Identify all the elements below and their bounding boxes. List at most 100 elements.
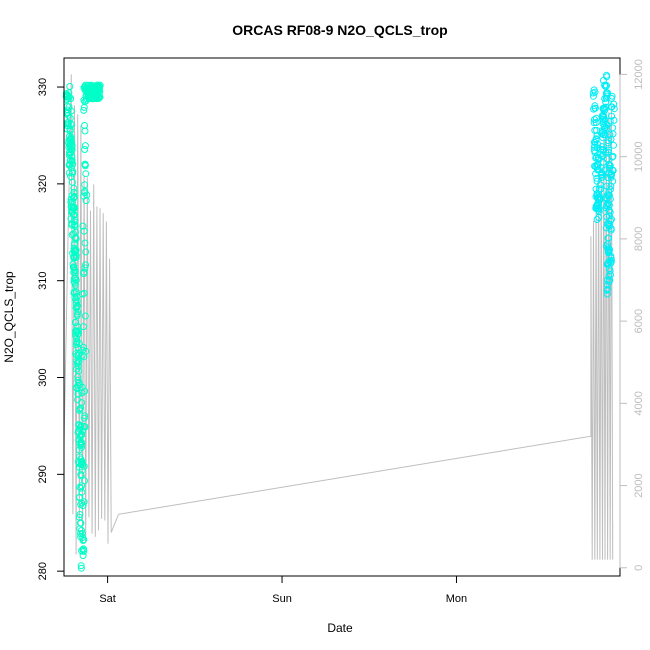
data-point <box>605 265 613 273</box>
data-point <box>75 357 83 365</box>
data-point <box>80 323 87 331</box>
altitude-line <box>63 74 614 560</box>
data-point <box>606 164 614 172</box>
data-point <box>604 285 612 293</box>
data-point <box>96 81 104 89</box>
data-point <box>77 564 85 572</box>
data-point <box>81 162 89 170</box>
data-point <box>74 362 82 370</box>
data-point <box>66 135 74 143</box>
y-axis-right: 0 2000 4000 6000 8000 10000 12000 <box>619 59 645 571</box>
data-point <box>66 83 74 90</box>
data-point <box>590 138 598 146</box>
data-point <box>79 222 87 230</box>
chart-series-layer <box>62 71 618 572</box>
data-point <box>93 94 101 102</box>
data-point <box>81 239 89 247</box>
data-point <box>80 498 88 506</box>
data-point <box>81 142 89 150</box>
data-point <box>80 414 88 422</box>
y-left-tick-label: 330 <box>37 78 49 96</box>
data-point <box>592 135 600 143</box>
data-point <box>78 389 86 397</box>
y-left-tick-label: 300 <box>37 368 49 386</box>
data-point <box>605 146 613 154</box>
data-point <box>73 357 81 365</box>
data-point <box>80 343 87 351</box>
data-point <box>62 90 70 98</box>
data-point <box>80 192 88 200</box>
data-point <box>86 89 94 96</box>
data-point <box>601 95 609 102</box>
data-point <box>607 173 615 181</box>
data-point <box>603 195 611 203</box>
data-point <box>68 221 76 229</box>
data-point <box>606 117 614 125</box>
data-point <box>605 278 613 286</box>
data-point <box>72 341 80 348</box>
data-point <box>75 446 83 454</box>
data-point <box>80 227 88 235</box>
data-point <box>593 163 601 170</box>
data-point <box>609 177 617 185</box>
data-point <box>67 133 75 141</box>
data-point <box>589 92 597 100</box>
y-right-tick-label: 8000 <box>633 227 645 251</box>
data-point <box>81 146 89 153</box>
data-point <box>93 90 101 98</box>
data-point <box>69 208 77 216</box>
data-point <box>606 220 613 228</box>
data-point <box>607 185 614 193</box>
data-point <box>607 135 615 143</box>
data-point <box>80 268 88 276</box>
data-point <box>603 71 610 79</box>
data-point <box>71 269 79 277</box>
data-point <box>72 251 80 259</box>
data-point <box>597 145 605 153</box>
data-point <box>609 124 617 132</box>
data-point <box>592 114 600 122</box>
data-point <box>70 278 78 286</box>
x-tick-label: Sun <box>272 593 292 605</box>
x-axis-label: Date <box>327 621 353 635</box>
data-point <box>593 190 601 198</box>
data-point <box>593 204 601 212</box>
data-point <box>608 215 615 223</box>
data-point <box>80 462 88 470</box>
y-axis-left: 280 290 300 310 320 330 <box>37 78 65 580</box>
data-point <box>75 427 83 435</box>
data-point <box>68 158 76 165</box>
data-point <box>64 120 72 128</box>
data-point <box>78 482 86 490</box>
data-point <box>81 127 89 135</box>
data-point <box>71 293 79 301</box>
data-point <box>605 201 613 209</box>
chart-title: ORCAS RF08-9 N2O_QCLS_trop <box>232 22 447 38</box>
data-point <box>71 204 79 212</box>
data-point <box>591 104 599 112</box>
data-point <box>603 290 611 298</box>
x-axis: Sat Sun Mon <box>99 575 467 605</box>
data-point <box>78 529 86 537</box>
data-point <box>601 105 609 113</box>
data-point <box>590 105 598 113</box>
data-point <box>608 92 616 100</box>
data-point <box>71 221 79 229</box>
data-point <box>68 204 75 212</box>
data-point <box>75 513 83 521</box>
y-left-tick-label: 290 <box>37 465 49 483</box>
data-point <box>591 88 599 96</box>
data-point <box>599 134 607 142</box>
data-point <box>77 404 85 412</box>
data-point <box>603 281 611 289</box>
data-point <box>72 318 79 326</box>
data-point <box>90 95 97 103</box>
y-left-tick-label: 310 <box>37 272 49 290</box>
data-point <box>70 184 78 192</box>
data-point <box>77 472 85 480</box>
data-point <box>79 346 87 354</box>
data-point <box>604 246 612 254</box>
data-point <box>610 141 617 149</box>
data-point <box>607 217 614 225</box>
